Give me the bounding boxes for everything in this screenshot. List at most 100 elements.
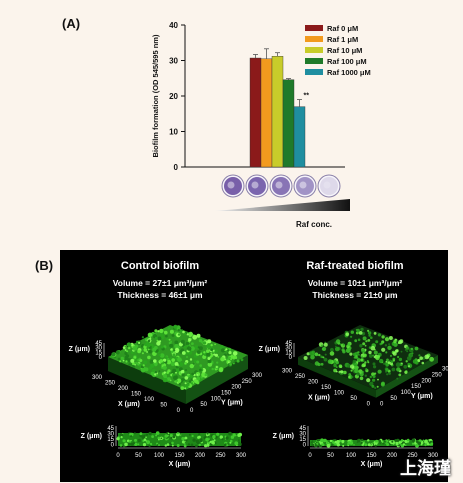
legend-label-0: Raf 0 μM bbox=[327, 24, 358, 33]
control-volume: Volume = 27±1 μm³/μm² bbox=[112, 278, 208, 288]
control-xsection-z-tick: 0 bbox=[111, 443, 115, 449]
control-xsection-x-tick: 0 bbox=[116, 453, 120, 459]
control-3d-rendering-z-tick: 0 bbox=[99, 355, 103, 361]
control-xsection-z-tick: 30 bbox=[107, 432, 114, 438]
control-3d-rendering-y-tick: 50 bbox=[200, 402, 207, 408]
legend-label-3: Raf 100 μM bbox=[327, 57, 367, 66]
well-highlight-1 bbox=[251, 181, 259, 189]
control-3d-rendering-y-tick: 300 bbox=[252, 373, 263, 379]
treated-xsection-x-tick: 300 bbox=[428, 453, 439, 459]
control-3d-rendering-y-tick: 150 bbox=[221, 391, 232, 397]
treated-3d-rendering-x-tick: 0 bbox=[367, 402, 371, 408]
treated-3d-rendering-y-tick: 50 bbox=[390, 396, 397, 402]
treated-3d-rendering-top-surface bbox=[298, 325, 438, 390]
bar-1 bbox=[260, 58, 273, 168]
treated-xsection-band bbox=[310, 440, 433, 446]
legend-label-1: Raf 1 μM bbox=[327, 35, 358, 44]
legend-swatch-0 bbox=[305, 25, 323, 31]
treated-xsection-z-tick: 15 bbox=[299, 437, 306, 443]
control-xsection-x-tick: 100 bbox=[154, 453, 165, 459]
treated-xsection-z-tick: 0 bbox=[303, 443, 307, 449]
control-xsection-x-tick: 150 bbox=[174, 453, 185, 459]
y-tick-label: 0 bbox=[174, 163, 179, 172]
control-3d-rendering-y-tick: 250 bbox=[242, 379, 253, 385]
treated-3d-rendering-y-label: Y (μm) bbox=[411, 393, 433, 400]
control-3d-rendering-y-tick: 0 bbox=[190, 408, 194, 414]
well-highlight-0 bbox=[227, 181, 235, 189]
y-axis-title: Biofilm formation (OD 545/595 nm) bbox=[151, 34, 160, 157]
treated-3d-rendering-x-tick: 100 bbox=[334, 391, 345, 397]
control-3d-rendering-x-tick: 300 bbox=[92, 375, 103, 381]
control-3d-rendering-x-tick: 200 bbox=[118, 386, 129, 392]
treated-volume: Volume = 10±1 μm³/μm² bbox=[307, 278, 403, 288]
gradient-label: Raf conc. bbox=[296, 220, 332, 229]
confocal-panel: Control biofilm Volume = 27±1 μm³/μm² Th… bbox=[60, 250, 448, 482]
concentration-wedge bbox=[215, 199, 350, 211]
treated-xsection-x-tick: 0 bbox=[308, 453, 312, 459]
control-xsection-x-tick: 300 bbox=[236, 453, 247, 459]
treated-3d-rendering-y-tick: 250 bbox=[432, 373, 443, 379]
control-xsection-x-tick: 50 bbox=[135, 453, 142, 459]
legend-swatch-1 bbox=[305, 36, 323, 42]
panel-a-label: (A) bbox=[62, 16, 81, 31]
treated-3d-rendering-x-tick: 250 bbox=[295, 374, 306, 380]
control-3d-rendering-z-tick: 30 bbox=[95, 346, 102, 352]
treated-3d-rendering-z-tick: 15 bbox=[285, 350, 292, 356]
treated-3d-rendering-y-tick: 150 bbox=[411, 384, 422, 390]
treated-xsection-x-tick: 200 bbox=[387, 453, 398, 459]
treated-3d-rendering-y-tick: 100 bbox=[401, 390, 412, 396]
y-tick-label: 40 bbox=[169, 21, 178, 30]
treated-3d-rendering-left-face bbox=[298, 357, 376, 398]
well-stain-4 bbox=[320, 177, 338, 195]
treated-3d-rendering-y-tick: 0 bbox=[380, 402, 384, 408]
treated-3d-rendering-x-tick: 50 bbox=[350, 396, 357, 402]
control-3d-rendering-left-face bbox=[108, 357, 186, 404]
treated-xsection-x-tick: 150 bbox=[366, 453, 377, 459]
treated-3d-rendering-z-tick: 0 bbox=[289, 355, 293, 361]
control-xsection-z-tick: 15 bbox=[107, 437, 114, 443]
legend-label-4: Raf 1000 μM bbox=[327, 68, 371, 77]
well-stain-2 bbox=[272, 177, 290, 195]
treated-3d-rendering-x-label: X (μm) bbox=[308, 395, 330, 402]
treated-xsection-z-tick: 45 bbox=[299, 426, 306, 432]
control-xsection-x-tick: 250 bbox=[215, 453, 226, 459]
treated-3d-rendering-x-tick: 150 bbox=[321, 385, 332, 391]
control-3d-rendering-x-tick: 0 bbox=[177, 408, 181, 414]
watermark: 上海瑾 bbox=[400, 459, 451, 478]
control-3d-rendering-z-label: Z (μm) bbox=[69, 346, 90, 353]
treated-thickness: Thickness = 21±0 μm bbox=[312, 290, 398, 300]
legend-swatch-2 bbox=[305, 47, 323, 53]
treated-3d-rendering-z-tick: 45 bbox=[285, 341, 292, 347]
legend-swatch-3 bbox=[305, 58, 323, 64]
treated-3d-rendering-right-face bbox=[376, 355, 438, 398]
control-3d-rendering-y-tick: 100 bbox=[211, 396, 222, 402]
significance-annotation: ** bbox=[304, 93, 310, 100]
control-3d-rendering-x-tick: 150 bbox=[131, 392, 142, 398]
well-highlight-3 bbox=[299, 181, 307, 189]
well-stain-3 bbox=[296, 177, 314, 195]
control-xsection-z-label: Z (μm) bbox=[81, 433, 102, 440]
control-xsection-z-tick: 45 bbox=[107, 426, 114, 432]
control-3d-rendering-y-label: Y (μm) bbox=[221, 400, 243, 407]
y-tick-label: 20 bbox=[169, 92, 178, 101]
treated-xsection-x-tick: 50 bbox=[327, 453, 334, 459]
legend-label-2: Raf 10 μM bbox=[327, 46, 362, 55]
control-3d-rendering-x-tick: 100 bbox=[144, 397, 155, 403]
control-3d-rendering-y-tick: 200 bbox=[231, 385, 242, 391]
treated-3d-rendering-y-tick: 200 bbox=[421, 378, 432, 384]
treated-3d-rendering-z-label: Z (μm) bbox=[259, 346, 280, 353]
control-title: Control biofilm bbox=[120, 260, 200, 272]
control-3d-rendering-z-tick: 15 bbox=[95, 350, 102, 356]
treated-3d-rendering-z-tick: 30 bbox=[285, 346, 292, 352]
control-3d-rendering-x-tick: 50 bbox=[160, 403, 167, 409]
control-xsection-x-tick: 200 bbox=[195, 453, 206, 459]
treated-xsection-x-tick: 100 bbox=[346, 453, 357, 459]
treated-xsection-x-tick: 250 bbox=[407, 453, 418, 459]
well-highlight-4 bbox=[323, 181, 331, 189]
control-thickness: Thickness = 46±1 μm bbox=[117, 290, 203, 300]
